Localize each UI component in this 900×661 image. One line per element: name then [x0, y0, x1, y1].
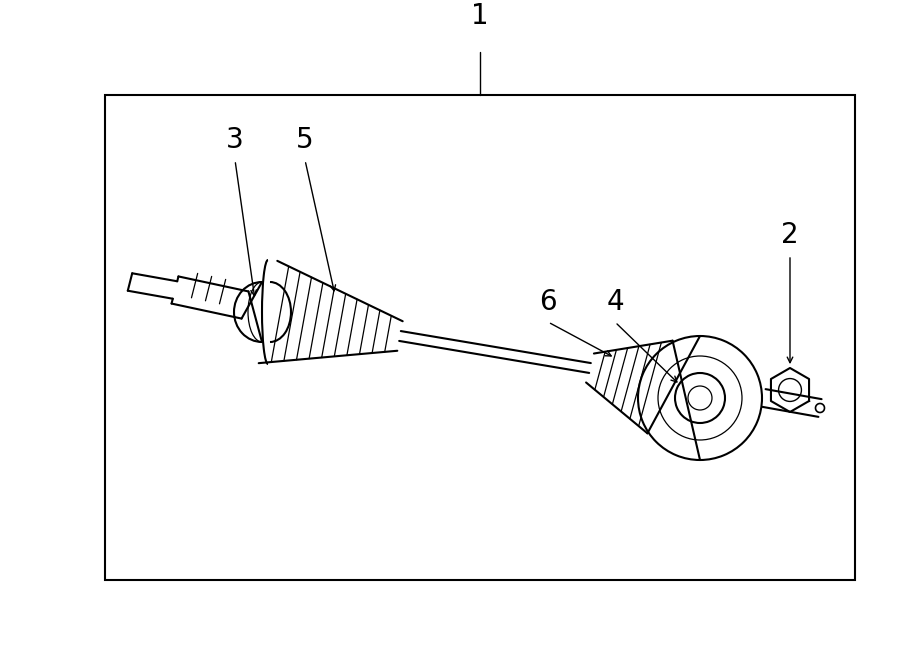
Text: 5: 5	[296, 126, 314, 154]
Text: 4: 4	[607, 288, 624, 316]
Text: 2: 2	[781, 221, 799, 249]
Text: 1: 1	[472, 2, 489, 30]
Text: 6: 6	[539, 288, 557, 316]
Text: 3: 3	[226, 126, 244, 154]
Bar	[105, 95, 855, 580]
